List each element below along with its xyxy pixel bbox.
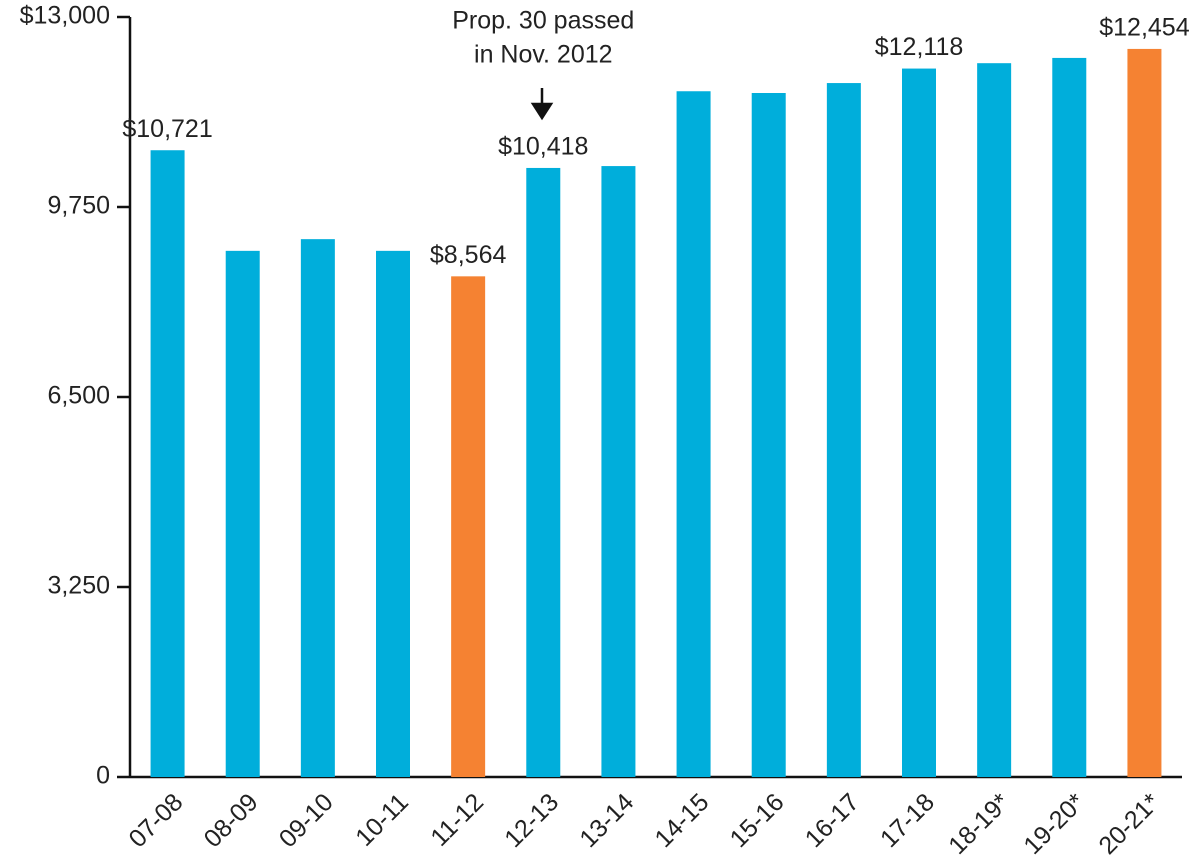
bar	[601, 166, 636, 778]
bar	[1052, 57, 1087, 777]
bar	[376, 250, 410, 777]
x-tick-label: 18-19*	[943, 788, 1015, 860]
bar	[676, 91, 711, 777]
bar	[451, 276, 486, 777]
bar	[977, 63, 1012, 777]
bar	[300, 239, 335, 778]
x-tick-label: 11-12	[425, 788, 489, 852]
bar	[751, 93, 786, 777]
value-label: $10,418	[498, 133, 588, 161]
x-tick-label: 12-13	[499, 788, 564, 853]
x-tick-label: 10-11	[350, 788, 414, 852]
value-label: $12,454	[1099, 14, 1189, 42]
bar	[526, 167, 561, 777]
x-tick-label: 19-20*	[1018, 788, 1090, 860]
x-tick-label: 15-16	[725, 788, 790, 853]
bar	[826, 83, 861, 778]
annotation: in Nov. 2012	[474, 41, 613, 69]
x-tick-label: 09-10	[274, 788, 339, 853]
x-tick-label: 14-15	[649, 788, 714, 853]
x-tick-label: 20-21*	[1093, 788, 1165, 860]
bar	[902, 68, 936, 777]
bar	[1127, 48, 1162, 778]
y-tick-label: 0	[96, 762, 110, 790]
x-tick-label: 07-08	[123, 788, 188, 853]
annotation-arrow	[530, 88, 554, 121]
bar	[225, 250, 260, 777]
x-tick-label: 13-14	[574, 788, 639, 853]
x-tick-label: 16-17	[800, 788, 865, 853]
bar	[150, 150, 185, 778]
y-tick-label: 6,500	[47, 382, 110, 410]
annotation: Prop. 30 passed	[452, 7, 634, 35]
y-tick-label: $13,000	[20, 2, 110, 30]
y-tick-label: 3,250	[47, 572, 110, 600]
x-tick-label: 17-18	[875, 788, 940, 853]
x-tick-label: 08-09	[199, 788, 264, 853]
value-label: $10,721	[122, 115, 212, 143]
y-tick-label: 9,750	[47, 192, 110, 220]
value-label: $12,118	[875, 33, 964, 61]
value-label: $8,564	[430, 241, 507, 269]
